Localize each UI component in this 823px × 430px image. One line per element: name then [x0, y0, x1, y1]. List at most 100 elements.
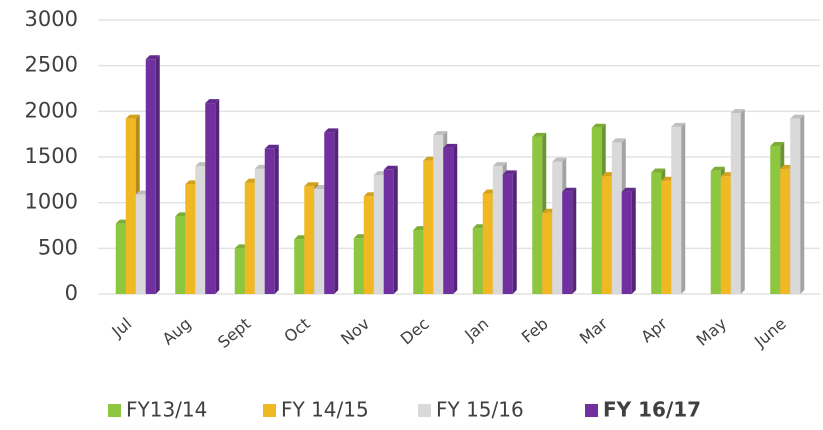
bar-side	[681, 122, 686, 294]
bar-top	[532, 132, 547, 137]
x-tick-label: Mar	[576, 314, 612, 348]
bar-front	[730, 113, 741, 294]
bar-front	[492, 166, 503, 294]
bar-top	[611, 138, 626, 143]
bar-front	[145, 59, 156, 295]
y-tick-label: 1000	[25, 190, 78, 214]
bar	[621, 187, 636, 294]
bar-front	[205, 103, 216, 294]
bar-front	[780, 168, 791, 294]
bar-top	[145, 55, 160, 60]
bar-top	[443, 143, 458, 148]
bar-top	[552, 157, 567, 162]
bar-side	[274, 144, 279, 294]
bar-front	[671, 126, 682, 294]
bar-side	[393, 165, 398, 294]
bar-top	[710, 166, 725, 171]
bar-front	[621, 191, 632, 294]
bar-front	[185, 184, 196, 294]
bar-front	[770, 146, 781, 294]
bar	[264, 144, 279, 294]
legend-swatch	[263, 404, 276, 417]
bar-front	[710, 170, 721, 294]
x-tick-label: Feb	[518, 314, 552, 347]
legend-swatch	[108, 404, 121, 417]
x-tick-label: Jan	[460, 314, 492, 345]
x-tick-label: Aug	[159, 314, 195, 349]
bar-front	[591, 127, 602, 294]
bar-top	[671, 122, 686, 127]
bar-top	[790, 114, 805, 119]
bar-front	[472, 228, 483, 294]
bar-front	[175, 216, 186, 294]
legend-swatch	[585, 404, 598, 417]
bar	[145, 55, 160, 295]
bar-top	[591, 123, 606, 128]
bar	[790, 114, 805, 294]
x-tick-label: Nov	[337, 314, 373, 349]
bar-front	[433, 135, 444, 294]
x-tick-label: Jul	[107, 314, 135, 342]
bar-front	[314, 188, 325, 294]
bar-front	[482, 193, 493, 294]
y-tick-label: 2000	[25, 98, 78, 122]
bar-top	[492, 162, 507, 167]
y-tick-label: 500	[38, 235, 78, 259]
bar-front	[532, 136, 543, 294]
bar-top	[770, 142, 785, 147]
legend-label: FY 15/16	[436, 398, 524, 422]
bar-top	[125, 114, 140, 119]
bar-top	[324, 128, 339, 133]
bar-top	[502, 170, 517, 175]
bar-top	[562, 187, 577, 192]
bar-front	[264, 148, 275, 294]
bar-top	[383, 165, 398, 170]
bar-side	[215, 99, 220, 294]
bar	[671, 122, 686, 294]
bar	[383, 165, 398, 294]
y-tick-label: 1500	[25, 144, 78, 168]
bar-front	[363, 196, 374, 294]
legend-label: FY 14/15	[281, 398, 369, 422]
bar-side	[631, 187, 636, 294]
bar-top	[621, 187, 636, 192]
bar-front	[125, 118, 136, 294]
bar	[443, 143, 458, 294]
bar-side	[334, 128, 339, 294]
bar-front	[254, 168, 265, 294]
bar	[205, 99, 220, 294]
bar-top	[264, 144, 279, 149]
legend-label: FY 16/17	[603, 398, 701, 422]
bar-front	[234, 248, 245, 294]
bar-front	[661, 180, 672, 294]
bar-front	[413, 230, 424, 294]
bar-front	[244, 182, 255, 294]
bar-front	[562, 191, 573, 294]
bar-side	[740, 109, 745, 294]
bar-side	[512, 170, 517, 294]
bar	[502, 170, 517, 294]
bar-front	[552, 161, 563, 294]
bar-top	[651, 168, 666, 173]
bar-front	[611, 142, 622, 294]
legend-swatch	[418, 404, 431, 417]
bar	[324, 128, 339, 294]
bar-front	[383, 169, 394, 294]
bar-side	[800, 114, 805, 294]
bar-top	[433, 131, 448, 136]
x-tick-label: Oct	[280, 314, 313, 346]
x-tick-label: Sept	[214, 314, 254, 352]
bar-front	[651, 172, 662, 294]
y-tick-label: 3000	[25, 7, 78, 31]
bar	[730, 109, 745, 294]
bar-side	[572, 187, 577, 294]
bar-front	[423, 160, 434, 294]
x-tick-label: Apr	[637, 314, 671, 347]
bar-top	[205, 99, 220, 104]
bar-front	[304, 186, 315, 294]
y-tick-label: 0	[65, 281, 78, 305]
bar-side	[155, 55, 160, 295]
bar-front	[443, 147, 454, 294]
bar-front	[294, 239, 305, 294]
